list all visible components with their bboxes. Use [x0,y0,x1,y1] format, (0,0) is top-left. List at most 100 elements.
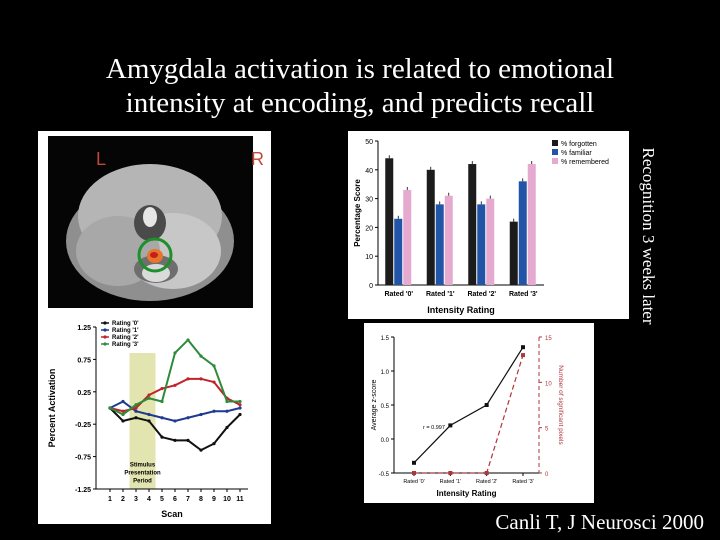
line-ytick-label: 0.25 [77,390,91,397]
line-legend-marker [103,321,107,325]
line-point [238,403,242,407]
zscore-xtick-label: Rated '2' [476,479,497,485]
zscore-point [448,423,453,428]
line-ytick-label: -0.25 [75,422,91,429]
zscore-xtick-label: Rated '0' [403,479,424,485]
bar-1-2 [394,218,403,285]
zscore-ytick-label: 1.5 [381,336,390,342]
zscore-chart: -0.5 0.0 0.5 1.0 1.5 0 5 10 15 Rated '0' Rated '1'… [371,336,564,498]
bar-chart: 0 10 20 30 40 50 Percentage Score Rated '0' Rate… [353,139,609,315]
zscore-chart-panel: -0.5 0.0 0.5 1.0 1.5 0 5 10 15 Rated '0' Rated '1'… [364,323,594,503]
line-point [147,396,151,400]
bar-ytick-label: 20 [365,225,373,232]
line-xtick-label: 7 [186,496,190,503]
amygdala-marker [137,237,173,273]
line-point [199,412,203,417]
line-point [121,419,125,423]
bar-legend-swatch [552,140,558,146]
zscore-xlabel: Intensity Rating [436,489,496,498]
line-legend-label: Rating '0' [112,321,139,327]
line-point [121,409,125,413]
line-ytick-label: -0.75 [75,455,91,462]
line-xtick-label: 5 [160,496,164,503]
zscore-point [521,353,525,358]
bar-4-1 [509,221,518,285]
bar-legend-label: % familiar [561,150,592,157]
line-point [147,393,151,397]
zscore-ytick-label: -0.5 [379,472,390,478]
zscore-ytick-label: 0.5 [381,404,390,410]
line-xtick-label: 6 [173,496,177,503]
zscore-point [412,460,416,465]
zscore-series-2 [414,354,524,474]
pixels-ytick-label: 10 [545,381,552,387]
slide-title: Amygdala activation is related to emotio… [0,52,720,120]
line-ytick-label: 1.25 [77,325,91,332]
line-point [160,416,164,420]
bar-ytick-label: 40 [365,168,373,175]
bar-legend-swatch [552,158,558,164]
slide-title-line1: Amygdala activation is related to emotio… [105,53,615,85]
bar-xtick-label: Rated '0' [384,291,413,298]
correlation-annotation: r = 0.997 [423,425,445,431]
line-point [121,412,125,417]
line-ylabel: Percent Activation [47,369,57,448]
line-point [212,409,216,413]
bar-3-2 [477,204,486,285]
zscore-series-1 [413,346,524,464]
zscore-point [484,471,489,475]
line-point [147,419,151,423]
line-legend-marker [103,328,107,332]
left-figure-panel: L R Stimulus Presentation Period -1.25 -0.75… [38,131,271,524]
brain-image: L R [38,131,271,313]
bar-4-3 [527,164,536,285]
line-legend-label: Rating '2' [112,335,139,341]
line-point [212,442,216,446]
pixels-ytick-label: 0 [545,472,549,478]
bar-xlabel: Intensity Rating [427,305,495,315]
line-point [134,406,138,410]
brain-left-label: L [96,149,106,169]
bar-2-2 [435,204,444,285]
line-point [186,338,190,342]
bar-legend-label: % remembered [561,159,609,166]
stimulus-label: Presentation [124,471,161,477]
bar-3-3 [486,198,495,285]
line-point [134,416,138,420]
line-legend-label: Rating '1' [112,328,139,334]
line-ytick-label: 0.75 [77,357,91,364]
bar-chart-panel: 0 10 20 30 40 50 Percentage Score Rated '0' Rate… [348,131,629,319]
line-point [199,448,203,452]
bar-1-1 [385,158,394,285]
line-point [160,435,164,439]
line-xtick-label: 2 [121,496,125,503]
line-xtick-label: 11 [236,496,244,503]
pixels-ylabel: Number of significant pixels [557,365,564,445]
line-xtick-label: 8 [199,496,203,503]
bar-4-2 [518,181,527,285]
line-xtick-label: 3 [134,496,138,503]
line-point [186,438,190,442]
line-point [147,412,151,417]
line-chart: Stimulus Presentation Period -1.25 -0.75 -0.2… [47,321,248,519]
zscore-ytick-label: 0.0 [381,438,390,444]
line-point [121,399,125,404]
line-point [173,383,177,387]
line-point [134,409,138,413]
line-xtick-label: 1 [108,496,112,503]
line-point [173,351,177,355]
bar-xtick-label: Rated '2' [467,291,496,298]
line-point [160,399,164,404]
line-point [212,380,216,384]
line-point [225,409,229,413]
line-xtick-label: 4 [147,496,151,503]
line-point [160,386,164,391]
line-point [238,406,242,410]
line-point [238,399,242,404]
bar-1-3 [403,189,412,285]
bar-2-3 [444,195,453,285]
line-point [199,354,203,358]
bar-ytick-label: 10 [365,254,373,261]
line-legend-marker [103,335,107,339]
pixels-ytick-label: 5 [545,427,549,433]
